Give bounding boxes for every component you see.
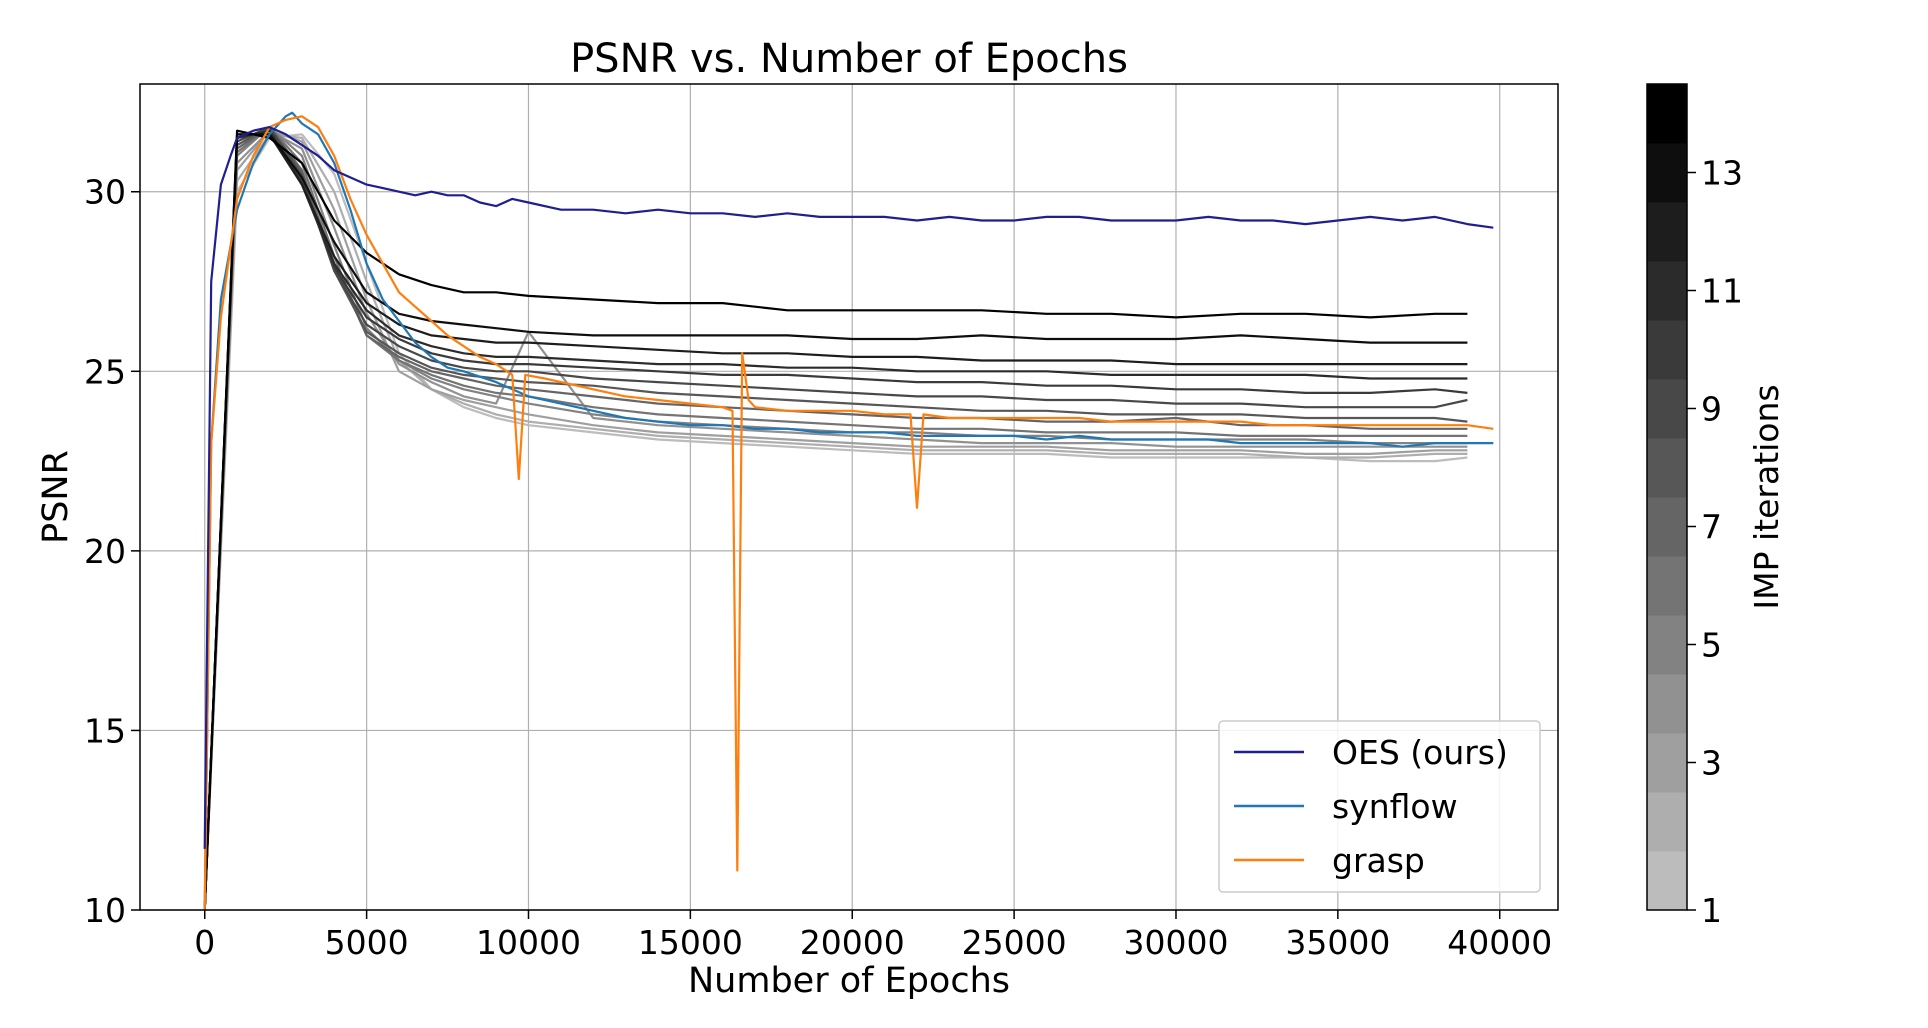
imp-iteration-11-line: [203, 129, 1468, 910]
colorbar-tick-label: 5: [1701, 626, 1722, 665]
colorbar-bands: [1647, 84, 1687, 911]
imp-iteration-10-line: [203, 129, 1468, 910]
legend: OES (ours) synflow grasp: [1218, 720, 1541, 893]
x-axis-ticks: 0 5000 10000 15000 20000 25000 30000 35000 40000: [194, 910, 1552, 962]
x-tick-label: 15000: [638, 923, 743, 962]
x-axis-label: Number of Epochs: [688, 961, 1010, 1001]
oes-ours-line: [203, 126, 1494, 849]
colorbar-tick-label: 1: [1701, 891, 1722, 930]
y-tick-label: 20: [84, 532, 126, 571]
colorbar-band: [1647, 379, 1687, 439]
legend-label: OES (ours): [1332, 733, 1508, 772]
y-tick-label: 10: [84, 891, 126, 930]
colorbar-label: IMP iterations: [1747, 384, 1786, 609]
colorbar-band: [1647, 556, 1687, 616]
imp-iteration-2-line: [203, 133, 1468, 910]
colorbar-tick-label: 3: [1701, 744, 1722, 783]
colorbar-band: [1647, 438, 1687, 498]
colorbar-band: [1647, 733, 1687, 793]
colorbar-band: [1647, 261, 1687, 321]
y-axis-ticks: 10 15 20 25 30: [84, 173, 140, 930]
colorbar-band: [1647, 320, 1687, 380]
colorbar-tick-label: 11: [1701, 272, 1743, 311]
imp-iteration-5-line: [203, 126, 1468, 910]
imp-iteration-14-line: [203, 129, 1468, 910]
colorbar-band: [1647, 851, 1687, 911]
colorbar-tick-label: 9: [1701, 390, 1722, 429]
colorbar-band: [1647, 84, 1687, 144]
legend-label: synflow: [1332, 787, 1458, 826]
plot-frame: [139, 83, 1559, 911]
x-tick-label: 20000: [800, 923, 905, 962]
series-lines: [203, 111, 1494, 910]
colorbar-frame: [1646, 83, 1688, 911]
legend-label: grasp: [1332, 841, 1425, 880]
x-tick-label: 30000: [1123, 923, 1228, 962]
colorbar-band: [1647, 143, 1687, 203]
y-axis-label: PSNR: [36, 450, 76, 544]
y-tick-label: 25: [84, 352, 126, 391]
colorbar-band: [1647, 792, 1687, 852]
x-tick-label: 10000: [476, 923, 581, 962]
chart-title: PSNR vs. Number of Epochs: [570, 36, 1128, 82]
colorbar-tick-label: 13: [1701, 154, 1743, 193]
colorbar-band: [1647, 674, 1687, 734]
x-tick-label: 5000: [325, 923, 409, 962]
x-tick-label: 35000: [1285, 923, 1390, 962]
colorbar-band: [1647, 202, 1687, 262]
colorbar-tick-label: 7: [1701, 508, 1722, 547]
imp-iteration-9-line: [203, 126, 1468, 910]
imp-iteration-1-line: [203, 133, 1468, 910]
grasp-line: [203, 115, 1494, 910]
y-tick-label: 15: [84, 711, 126, 750]
x-tick-label: 0: [194, 923, 215, 962]
colorbar-band: [1647, 615, 1687, 675]
imp-lines: [203, 126, 1468, 910]
imp-iteration-4-line: [203, 129, 1468, 910]
x-tick-label: 40000: [1447, 923, 1552, 962]
legend-box: [1218, 720, 1541, 893]
imp-iteration-13-line: [203, 133, 1468, 910]
imp-iteration-12-line: [203, 133, 1468, 910]
y-tick-label: 30: [84, 173, 126, 212]
colorbar-band: [1647, 497, 1687, 557]
x-tick-label: 25000: [962, 923, 1067, 962]
legend-items: OES (ours) synflow grasp: [1234, 733, 1508, 880]
synflow-line: [203, 111, 1494, 910]
